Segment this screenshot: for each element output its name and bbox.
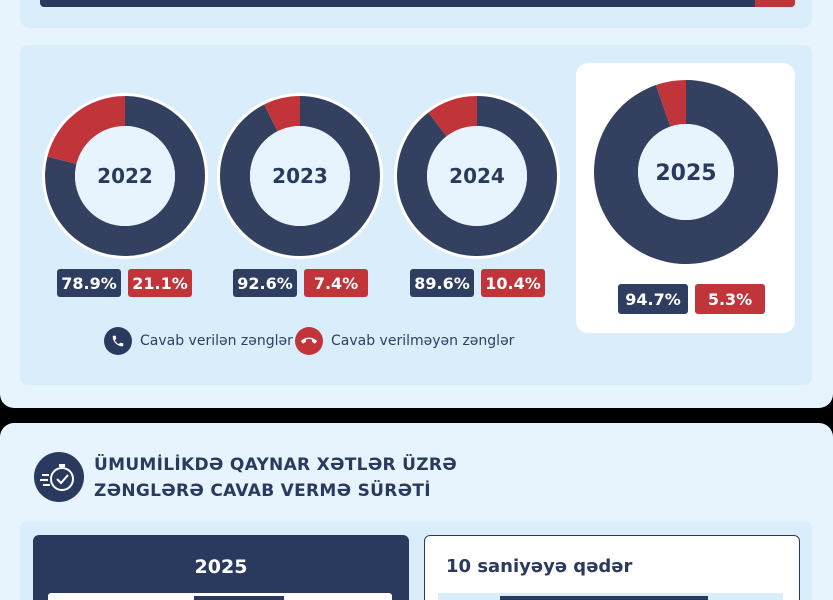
badge-answered-2022: 78.9% xyxy=(57,269,121,297)
section-title-line2: ZƏNGLƏRƏ CAVAB VERMƏ SÜRƏTİ xyxy=(94,481,431,501)
legend-missed-label: Cavab verilməyən zənglər xyxy=(331,333,515,349)
badge-answered-2025: 94.7% xyxy=(618,284,688,314)
speed-card-10s xyxy=(424,535,800,600)
badge-answered-2024: 89.6% xyxy=(410,269,474,297)
badge-answered-2023: 92.6% xyxy=(233,269,297,297)
speed-card-bar-fill xyxy=(194,596,284,600)
speed-card-10s-title: 10 saniyəyə qədər xyxy=(446,556,633,577)
speed-card-2025 xyxy=(33,535,409,600)
stopwatch-icon xyxy=(34,452,84,502)
previous-bar-remnant xyxy=(40,0,795,7)
legend-missed: Cavab verilməyən zənglər xyxy=(295,327,514,355)
legend-answered-label: Cavab verilən zənglər xyxy=(140,333,293,349)
section-title: ÜMUMİLİKDƏ QAYNAR XƏTLƏR ÜZRƏ ZƏNGLƏRƏ C… xyxy=(94,452,514,504)
badge-missed-2025: 5.3% xyxy=(695,284,765,314)
speed-card-10s-bar-fill xyxy=(500,596,708,600)
previous-bar-red-segment xyxy=(755,0,795,7)
badge-missed-2022: 21.1% xyxy=(128,269,192,297)
badge-missed-2024: 10.4% xyxy=(481,269,545,297)
badge-missed-2023: 7.4% xyxy=(304,269,368,297)
phone-icon xyxy=(104,327,132,355)
speed-card-year: 2025 xyxy=(194,556,248,578)
section-title-line1: ÜMUMİLİKDƏ QAYNAR XƏTLƏR ÜZRƏ xyxy=(94,455,458,475)
legend-answered: Cavab verilən zənglər xyxy=(104,327,293,355)
phone-hangup-icon xyxy=(295,327,323,355)
